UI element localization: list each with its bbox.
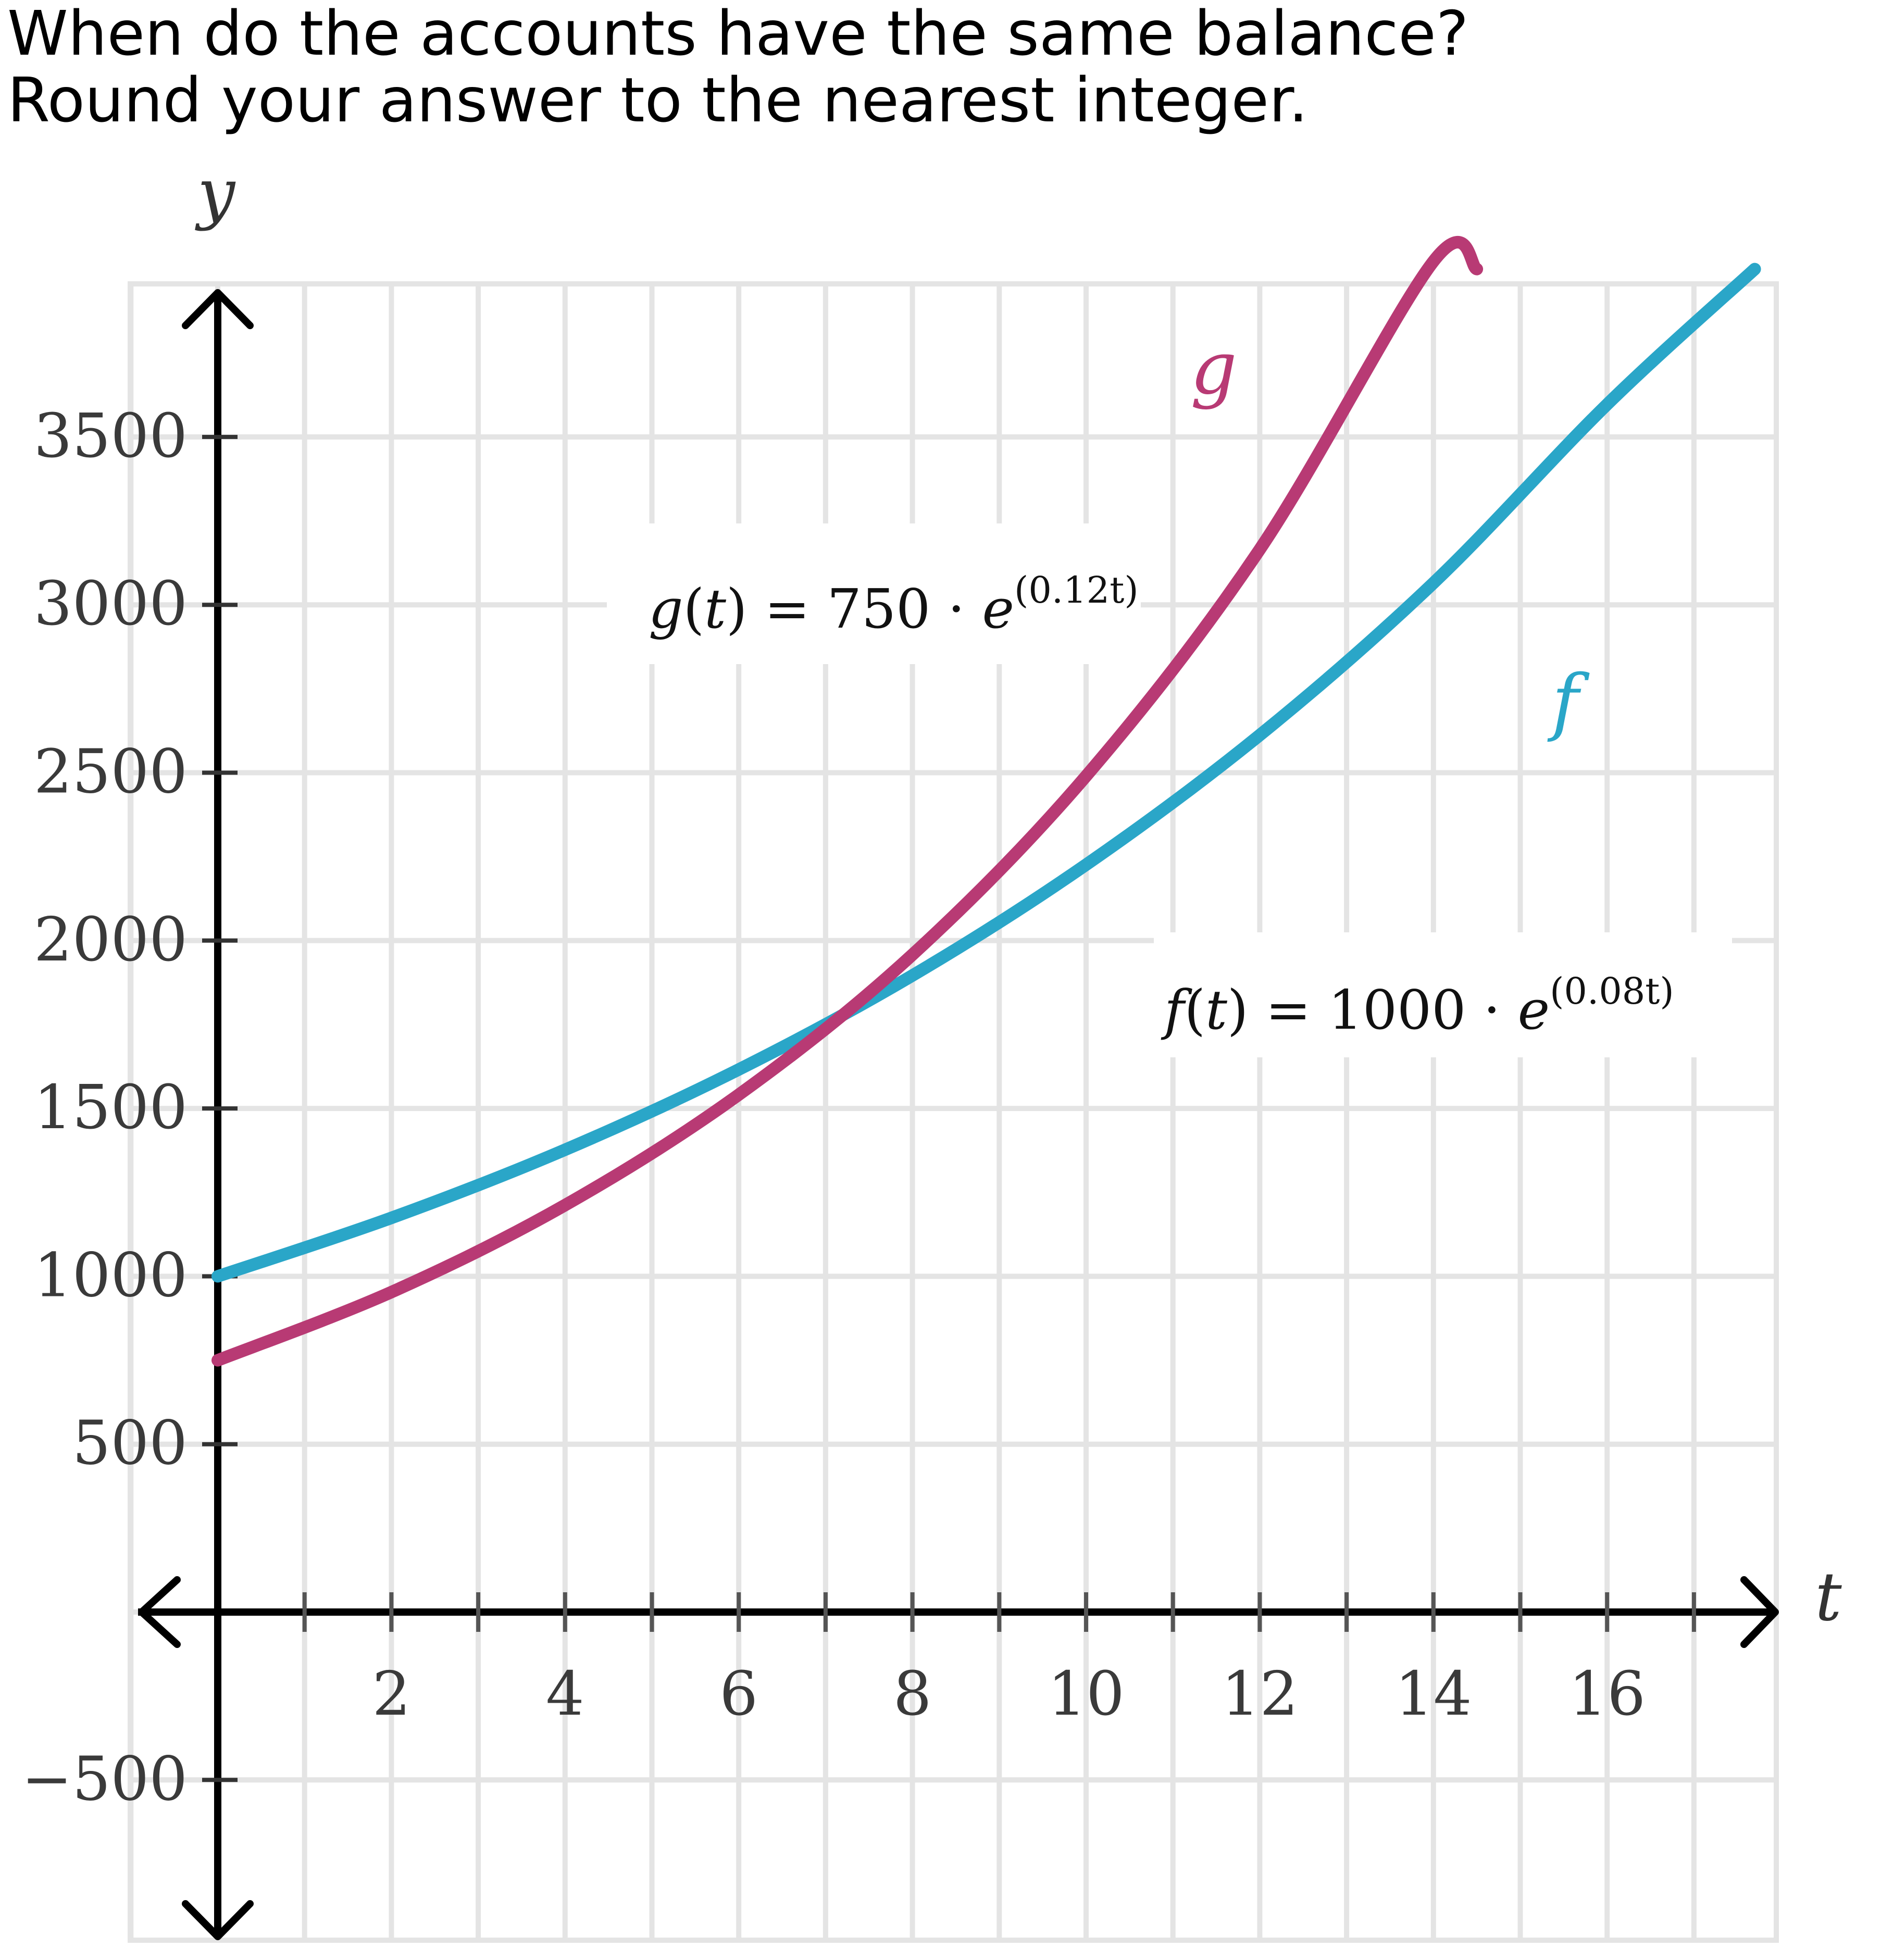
equation-backgrounds: [607, 523, 1732, 1057]
question-line-2: Round your answer to the nearest integer…: [7, 64, 1309, 136]
equation-g: g(t) = 750 · e(0.12t): [649, 569, 1139, 641]
y-axis-up-arrow-icon: [182, 289, 254, 329]
x-axis-right-arrow-icon: [1740, 1576, 1779, 1648]
y-tick-label: 500: [72, 1408, 188, 1479]
equation-part: e: [1518, 978, 1550, 1042]
y-axis-title: y: [195, 155, 236, 232]
equation-exponent: (0.08t): [1550, 970, 1674, 1013]
y-tick-label: 2000: [34, 905, 188, 975]
curve-f: [211, 263, 1761, 1283]
x-tick-label: 2: [372, 1659, 410, 1729]
equation-part: e: [982, 577, 1015, 641]
x-tick-label: 16: [1568, 1659, 1646, 1729]
y-tick-label: 3500: [34, 401, 188, 471]
curve-label-f: f: [1547, 659, 1590, 744]
y-tick-label: 1500: [34, 1072, 188, 1143]
g-equation-background: [607, 523, 1141, 664]
equation-part: =: [748, 577, 827, 641]
x-axis-title: t: [1815, 1558, 1842, 1636]
question-line-1: When do the accounts have the same balan…: [7, 0, 1469, 69]
question-text: When do the accounts have the same balan…: [7, 0, 1468, 133]
equation-part: t: [704, 577, 726, 641]
y-tick-label: 3000: [34, 569, 188, 639]
y-axis-down-arrow-icon: [182, 1900, 254, 1940]
x-axis-left-arrow-icon: [138, 1576, 181, 1648]
equation-part: ·: [930, 577, 982, 641]
equation-part: =: [1248, 978, 1328, 1042]
equation-part: ): [726, 577, 748, 641]
x-tick-label: 12: [1222, 1659, 1299, 1729]
x-tick-label: 8: [893, 1659, 932, 1729]
equation-part: ·: [1466, 978, 1517, 1042]
x-tick-label: 10: [1048, 1659, 1125, 1729]
x-tick-label: 6: [719, 1659, 758, 1729]
equation-part: (: [1185, 978, 1206, 1042]
x-tick-label: 14: [1395, 1659, 1472, 1729]
y-tick-label: 1000: [34, 1240, 188, 1310]
equation-part: 1000: [1328, 978, 1466, 1042]
y-tick-label: 2500: [34, 737, 188, 807]
equation-f: f(t) = 1000 · e(0.08t): [1161, 970, 1674, 1042]
equation-part: t: [1205, 978, 1227, 1042]
equation-part: ): [1227, 978, 1249, 1042]
curve-label-g: g: [1190, 326, 1237, 411]
axes: [138, 289, 1779, 1940]
equation-part: 750: [827, 577, 931, 641]
y-tick-label: −500: [21, 1744, 188, 1814]
curves: [211, 236, 1761, 1367]
equation-part: g: [649, 577, 683, 641]
text-labels: y t 2 4 6 8 10 12 14 16 3500 3000 2500 2000 1500 1000 50…: [21, 155, 1842, 1814]
curve-g: [211, 236, 1484, 1367]
x-tick-label: 4: [546, 1659, 584, 1729]
f-equation-background: [1154, 932, 1732, 1057]
equation-part: (: [683, 577, 705, 641]
equation-exponent: (0.12t): [1014, 569, 1139, 611]
